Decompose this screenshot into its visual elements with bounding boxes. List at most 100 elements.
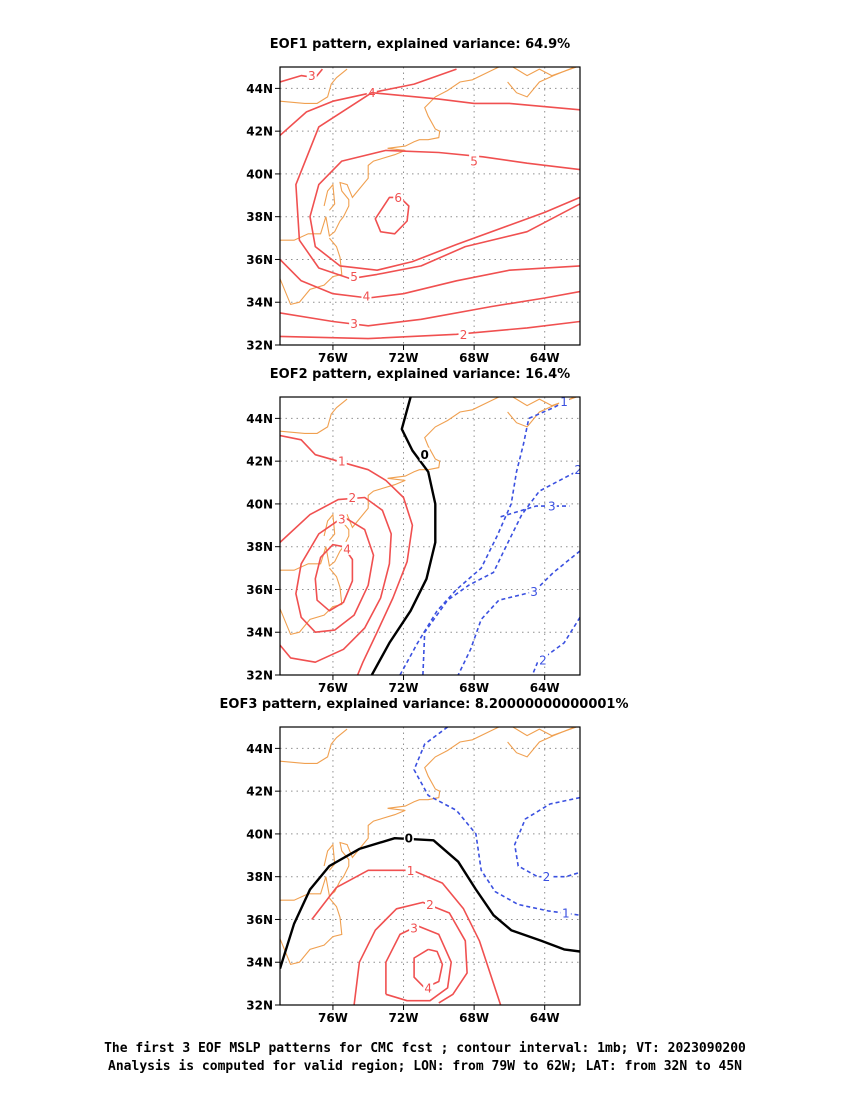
contour-line xyxy=(280,837,580,969)
contour-label: 3 xyxy=(530,585,538,599)
contour-line xyxy=(280,290,580,327)
contour-line xyxy=(280,320,580,340)
contour-label-bg xyxy=(409,921,420,935)
contour-label-bg xyxy=(306,68,317,82)
contour-label-bg xyxy=(405,863,416,877)
contour-label: 0 xyxy=(405,832,413,846)
lon-tick-label: 72W xyxy=(389,1011,419,1025)
contour-label: 3 xyxy=(308,69,316,83)
contour-label-bg xyxy=(537,653,548,667)
lon-tick-label: 76W xyxy=(318,681,348,695)
eof2-title: EOF2 pattern, explained variance: 16.4% xyxy=(270,367,570,382)
contour-label: 5 xyxy=(470,155,478,169)
contour-label: 4 xyxy=(343,542,351,556)
lat-tick-label: 38N xyxy=(246,540,273,554)
contour-label: 2 xyxy=(574,463,582,477)
lat-tick-label: 32N xyxy=(246,669,273,683)
contour-line xyxy=(353,901,468,1005)
coastline xyxy=(280,397,500,571)
contour-label: 1 xyxy=(407,864,415,878)
coastline xyxy=(280,67,500,241)
contour-label-bg xyxy=(349,316,360,330)
eof3-title: EOF3 pattern, explained variance: 8.2000… xyxy=(220,697,629,712)
contour-line xyxy=(314,543,354,612)
lat-tick-label: 38N xyxy=(246,870,273,884)
contour-label-bg xyxy=(458,327,469,341)
contour-line xyxy=(531,616,580,675)
coastline xyxy=(507,67,575,98)
contour-label-bg xyxy=(541,869,552,883)
contour-line xyxy=(457,550,580,675)
lat-tick-label: 42N xyxy=(246,455,273,469)
lat-tick-label: 36N xyxy=(246,913,273,927)
coastline xyxy=(280,897,343,966)
coastline xyxy=(280,728,348,764)
contour-label-bg xyxy=(336,454,347,468)
lon-tick-label: 68W xyxy=(459,1011,489,1025)
contour-line xyxy=(311,869,502,1005)
map-frame xyxy=(279,396,581,676)
lat-tick-label: 38N xyxy=(246,210,273,224)
lat-tick-label: 42N xyxy=(246,125,273,139)
contour-label-bg xyxy=(425,897,435,911)
contour-label: 4 xyxy=(424,981,432,995)
lon-tick-label: 72W xyxy=(389,681,419,695)
contour-label-bg xyxy=(347,490,358,504)
contour-label: 3 xyxy=(548,500,556,514)
lon-tick-label: 64W xyxy=(530,351,560,365)
contour-line xyxy=(280,496,393,664)
contour-line xyxy=(422,468,580,675)
contour-line xyxy=(295,516,375,634)
coastline xyxy=(507,397,575,428)
contour-label: 2 xyxy=(460,328,468,342)
contour-label-bg xyxy=(342,541,353,555)
contour-line xyxy=(370,397,437,675)
lat-tick-label: 40N xyxy=(246,497,273,511)
contour-label: 5 xyxy=(350,270,358,284)
coastline xyxy=(323,513,336,541)
contour-label: 2 xyxy=(543,870,551,884)
contour-label-bg xyxy=(573,462,580,476)
contour-line xyxy=(385,925,453,1002)
lon-tick-label: 64W xyxy=(530,681,560,695)
lat-tick-label: 44N xyxy=(246,742,273,756)
coastline xyxy=(280,727,500,901)
contour-label: 2 xyxy=(426,898,434,912)
map-frame xyxy=(279,66,581,346)
contour-label: 0 xyxy=(421,448,429,462)
lat-tick-label: 42N xyxy=(246,785,273,799)
lat-tick-label: 32N xyxy=(246,999,273,1013)
contour-label-bg xyxy=(393,190,404,204)
contour-line xyxy=(280,434,414,675)
lat-tick-label: 44N xyxy=(246,412,273,426)
contour-label: 3 xyxy=(338,512,346,526)
contour-label-bg xyxy=(419,447,430,461)
caption-line-2: Analysis is computed for valid region; L… xyxy=(108,1059,742,1074)
contour-label-bg xyxy=(349,269,360,283)
lat-tick-label: 44N xyxy=(246,82,273,96)
contour-line xyxy=(280,258,580,299)
contour-label-bg xyxy=(560,906,571,920)
contour-label-bg xyxy=(361,288,372,302)
contour-label-bg xyxy=(423,980,434,994)
contour-label-bg xyxy=(559,397,570,408)
lat-tick-label: 34N xyxy=(246,956,273,970)
lon-tick-label: 64W xyxy=(530,1011,560,1025)
contour-label: 2 xyxy=(349,491,357,505)
contour-line xyxy=(374,196,410,235)
contour-label: 3 xyxy=(410,922,418,936)
eof3-panel: EOF3 pattern, explained variance: 8.2000… xyxy=(220,697,629,1025)
contour-label-bg xyxy=(469,154,480,168)
contour-label: 2 xyxy=(539,654,547,668)
coastline xyxy=(280,398,348,434)
contour-label: 1 xyxy=(560,395,568,409)
contour-line xyxy=(399,398,570,675)
lat-tick-label: 36N xyxy=(246,583,273,597)
contour-line xyxy=(513,796,580,878)
lon-tick-label: 76W xyxy=(318,351,348,365)
contour-label-bg xyxy=(529,584,540,598)
lat-tick-label: 34N xyxy=(246,626,273,640)
